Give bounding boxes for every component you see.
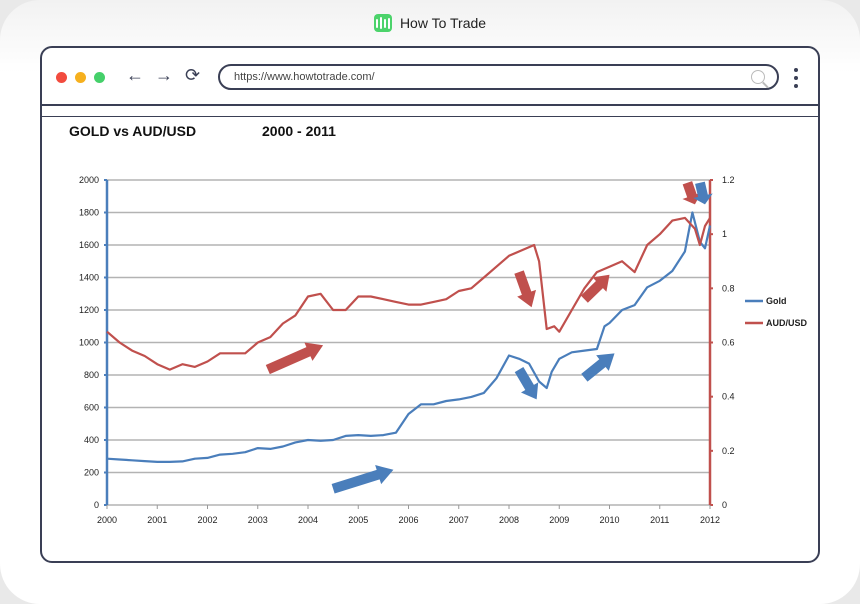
url-text: https://www.howtotrade.com/ [234,71,375,83]
kebab-menu-icon[interactable] [794,68,798,92]
arrow-right-icon[interactable]: → [155,65,173,85]
reload-icon[interactable]: ⟳ [185,65,201,85]
y-right-tick-label: 1 [722,229,727,239]
x-tick-label: 2008 [499,515,519,525]
y-left-tick-label: 800 [84,370,99,380]
series-line-aud-usd [106,216,711,371]
x-tick-label: 2009 [549,515,569,525]
annotation-arrow-icon [580,274,610,303]
y-left-tick-label: 0 [94,500,99,510]
brand-name: How To Trade [399,15,487,31]
y-left-tick-label: 1400 [79,273,99,283]
y-right-tick-label: 0.8 [722,283,735,293]
browser-toolbar: ← → ⟳ https://www.howtotrade.com/ [42,48,818,106]
y-left-tick-label: 600 [84,403,99,413]
x-tick-label: 2005 [348,515,368,525]
brand-header: How To Trade [0,14,860,32]
y-left-tick-label: 1800 [79,208,99,218]
legend-label: AUD/USD [766,318,808,328]
divider [42,116,818,117]
annotation-arrow-icon [265,342,324,375]
gold-vs-audusd-chart: 0 200 400 600 800 1000 1200 1400 1600 1800 2000 0 0.… [79,175,808,525]
x-tick-label: 2001 [147,515,167,525]
chart-date-range: 2000 - 2011 [262,123,336,139]
annotation-arrow-icon [693,181,713,205]
x-tick-label: 2000 [97,515,117,525]
y-left-tick-label: 1200 [79,305,99,315]
annotation-arrow-icon [581,353,615,382]
y-right-tick-label: 0.6 [722,338,735,348]
y-left-tick-label: 1600 [79,240,99,250]
x-tick-label: 2002 [197,515,217,525]
y-right-tick-label: 0 [722,500,727,510]
y-right-tick-label: 0.2 [722,446,735,456]
series-line-gold [106,211,712,463]
x-tick-label: 2007 [449,515,469,525]
y-right-tick-label: 1.2 [722,175,735,185]
chart-title: GOLD vs AUD/USD [69,123,197,139]
annotation-arrow-icon [514,367,539,400]
arrow-left-icon[interactable]: ← [126,65,144,85]
y-left-tick-label: 2000 [79,175,99,185]
y-left-tick-label: 400 [84,435,99,445]
search-icon[interactable] [751,70,765,84]
x-tick-label: 2010 [599,515,619,525]
annotation-arrow-icon [514,270,537,308]
close-window-dot[interactable] [56,72,67,83]
x-tick-label: 2003 [248,515,268,525]
x-tick-label: 2011 [650,515,669,525]
minimize-window-dot[interactable] [75,72,86,83]
address-bar[interactable]: https://www.howtotrade.com/ [218,64,779,90]
x-tick-label: 2006 [398,515,418,525]
annotation-arrow-icon [331,465,394,494]
brand-logo-icon [373,14,392,32]
maximize-window-dot[interactable] [94,72,105,83]
y-right-tick-label: 0.4 [722,392,735,402]
x-tick-label: 2004 [298,515,318,525]
y-left-tick-label: 200 [84,468,99,478]
legend-label: Gold [766,296,787,306]
x-tick-label: 2012 [700,515,720,525]
y-left-tick-label: 1000 [79,338,99,348]
browser-window: ← → ⟳ https://www.howtotrade.com/ GOLD v… [40,46,820,563]
